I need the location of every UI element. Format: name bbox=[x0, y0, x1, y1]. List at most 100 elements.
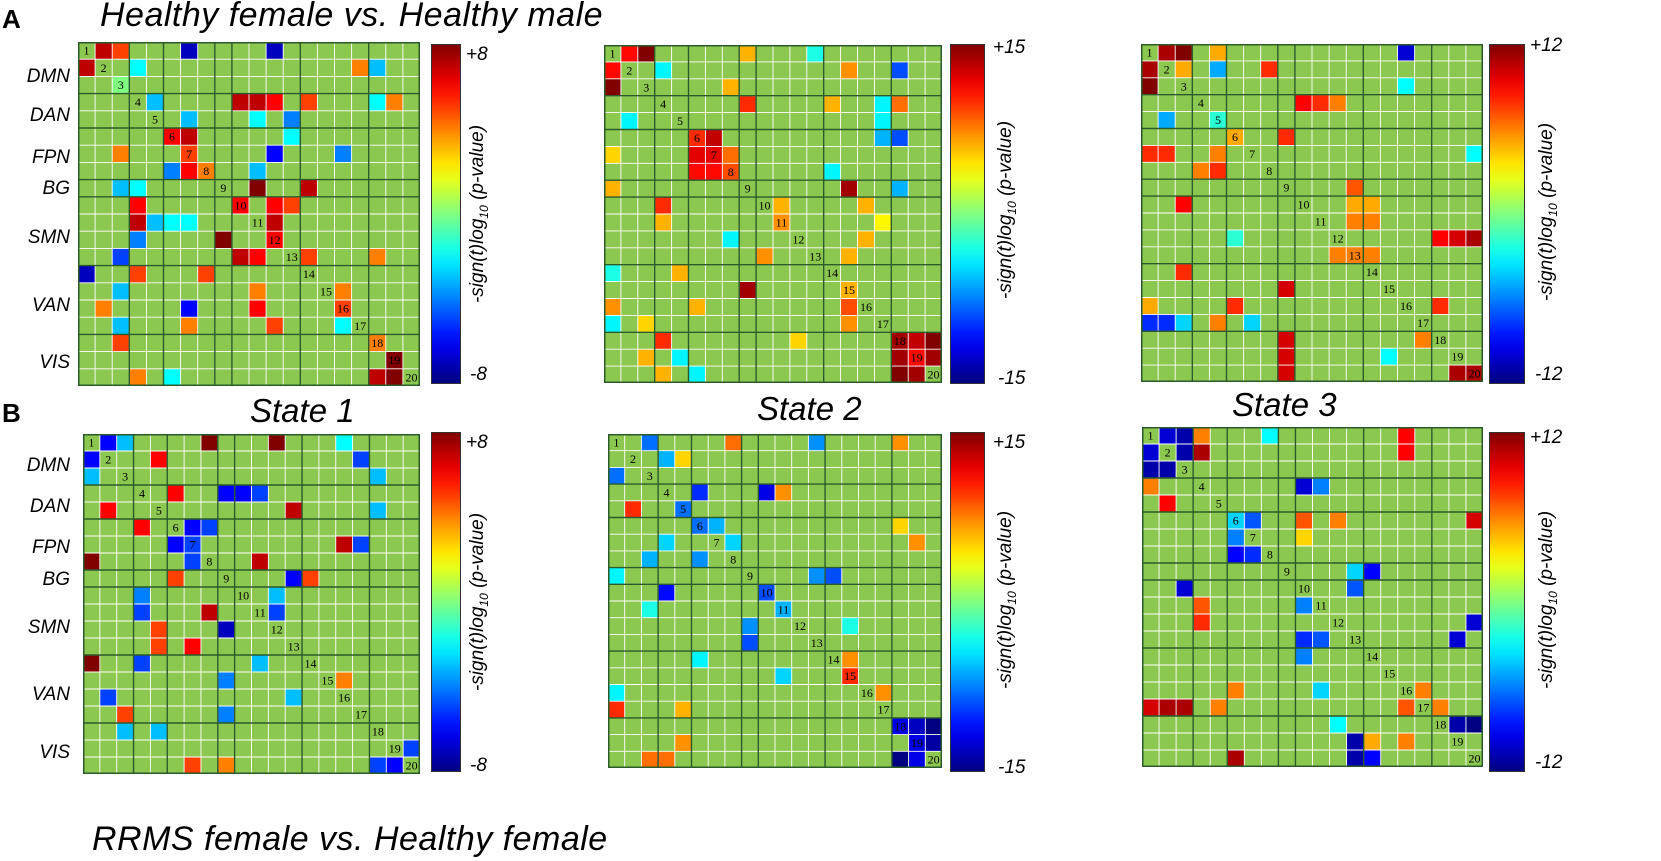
colorbar-max-a3: +12 bbox=[1530, 35, 1563, 56]
heatmap-cell bbox=[641, 751, 659, 768]
heatmap-cell bbox=[1209, 111, 1227, 129]
heatmap-cell bbox=[163, 128, 181, 146]
component-label: 6 bbox=[694, 131, 700, 145]
heatmap-cell bbox=[180, 42, 198, 60]
heatmap-cell bbox=[658, 584, 675, 601]
heatmap-cell bbox=[1312, 478, 1330, 495]
heatmap-cell bbox=[129, 368, 147, 386]
network-label-van-b: VAN bbox=[31, 684, 70, 705]
component-label: 2 bbox=[626, 63, 632, 77]
heatmap-cell bbox=[1295, 529, 1313, 546]
heatmap-cell bbox=[1397, 427, 1415, 444]
heatmap-cell bbox=[1141, 145, 1159, 163]
heatmap-cell bbox=[722, 230, 740, 248]
component-label: 5 bbox=[152, 112, 158, 126]
state-title-1: State 1 bbox=[250, 392, 355, 429]
heatmap-cell bbox=[368, 93, 386, 111]
heatmap-cell bbox=[891, 717, 909, 735]
component-label: 13 bbox=[809, 249, 821, 263]
heatmap-cell bbox=[608, 684, 625, 702]
heatmap-cell bbox=[1176, 427, 1194, 444]
heatmap-cell bbox=[1277, 348, 1295, 366]
heatmap-cell bbox=[671, 264, 689, 282]
heatmap-cell bbox=[808, 434, 826, 451]
network-label-smn-b: SMN bbox=[27, 617, 70, 638]
component-label: 17 bbox=[354, 319, 366, 333]
heatmap-cell bbox=[369, 757, 387, 774]
heatmap-cell bbox=[200, 604, 218, 621]
colorbar-label-b2: -sign(t)log10 (p-value) bbox=[995, 510, 1019, 690]
heatmap-cell bbox=[1294, 94, 1312, 112]
heatmap-cell bbox=[1295, 648, 1313, 665]
heatmap-cell bbox=[268, 434, 286, 451]
heatmap-cell bbox=[335, 434, 353, 451]
heatmap-cell bbox=[724, 434, 742, 451]
heatmap-cell bbox=[1312, 94, 1330, 112]
component-label: 1 bbox=[84, 44, 90, 58]
heatmap-cell bbox=[283, 128, 301, 146]
heatmap-cell bbox=[180, 145, 198, 163]
heatmap-cell bbox=[874, 112, 892, 130]
heatmap-cell bbox=[654, 61, 672, 79]
heatmap-cell bbox=[266, 317, 284, 335]
heatmap-cell bbox=[150, 451, 168, 468]
heatmap-cell bbox=[654, 366, 672, 383]
heatmap-cell bbox=[1329, 716, 1347, 733]
heatmap-cell bbox=[1175, 44, 1193, 61]
heatmap-cell bbox=[840, 61, 858, 79]
component-label: 5 bbox=[156, 504, 162, 518]
colorbar-b-state1 bbox=[431, 432, 461, 772]
heatmap-cell bbox=[112, 248, 130, 266]
heatmap-cell bbox=[874, 129, 892, 147]
colorbar-min-a3: -12 bbox=[1535, 364, 1563, 385]
component-label: 7 bbox=[186, 147, 192, 161]
heatmap-cell bbox=[825, 567, 842, 585]
component-label: 8 bbox=[730, 552, 736, 566]
heatmap-cell bbox=[249, 162, 267, 180]
component-label: 11 bbox=[1315, 214, 1327, 228]
component-label: 15 bbox=[843, 283, 855, 297]
component-label: 9 bbox=[220, 181, 226, 195]
heatmap-cell bbox=[1397, 444, 1415, 461]
component-label: 19 bbox=[389, 742, 401, 756]
heatmap-cell bbox=[133, 587, 151, 604]
heatmap-cell bbox=[1431, 699, 1449, 716]
heatmap-cell bbox=[1465, 145, 1483, 163]
heatmap-cell bbox=[1175, 263, 1193, 281]
component-label: 5 bbox=[1215, 113, 1221, 127]
component-label: 4 bbox=[1199, 480, 1205, 494]
heatmap-cell bbox=[266, 145, 284, 163]
component-label: 11 bbox=[778, 602, 790, 616]
heatmap-cell bbox=[180, 317, 198, 335]
panel-b-title: RRMS female vs. Healthy female bbox=[92, 820, 608, 858]
component-label: 14 bbox=[1366, 265, 1378, 279]
heatmap-cell bbox=[608, 701, 625, 718]
network-label-bg-b: BG bbox=[42, 569, 70, 590]
heatmap-cell bbox=[1193, 444, 1211, 461]
component-label: 8 bbox=[1267, 548, 1273, 562]
heatmap-cell bbox=[1226, 297, 1244, 315]
colorbar-b-state3 bbox=[1489, 432, 1525, 772]
heatmap-cell bbox=[251, 553, 269, 570]
heatmap-cell bbox=[908, 734, 926, 752]
heatmap-cell bbox=[266, 214, 284, 232]
heatmap-cell bbox=[604, 61, 621, 79]
network-label-smn-a: SMN bbox=[27, 227, 70, 248]
component-label: 7 bbox=[1250, 531, 1256, 545]
heatmap-cell bbox=[925, 332, 942, 350]
heatmap-cell bbox=[231, 196, 249, 214]
heatmap-cell bbox=[249, 110, 267, 128]
component-label: 16 bbox=[1400, 684, 1412, 698]
heatmap-cell bbox=[167, 485, 185, 502]
heatmap-cell bbox=[1448, 229, 1466, 247]
heatmap-cell bbox=[1193, 614, 1211, 631]
component-label: 17 bbox=[1417, 701, 1429, 715]
component-label: 7 bbox=[714, 536, 720, 550]
heatmap-cell bbox=[1158, 314, 1176, 332]
heatmap-cell bbox=[150, 638, 168, 655]
heatmap-cell bbox=[705, 146, 723, 164]
heatmap-cell bbox=[674, 450, 692, 468]
component-label: 10 bbox=[761, 586, 773, 600]
heatmap-cell bbox=[1397, 77, 1415, 95]
